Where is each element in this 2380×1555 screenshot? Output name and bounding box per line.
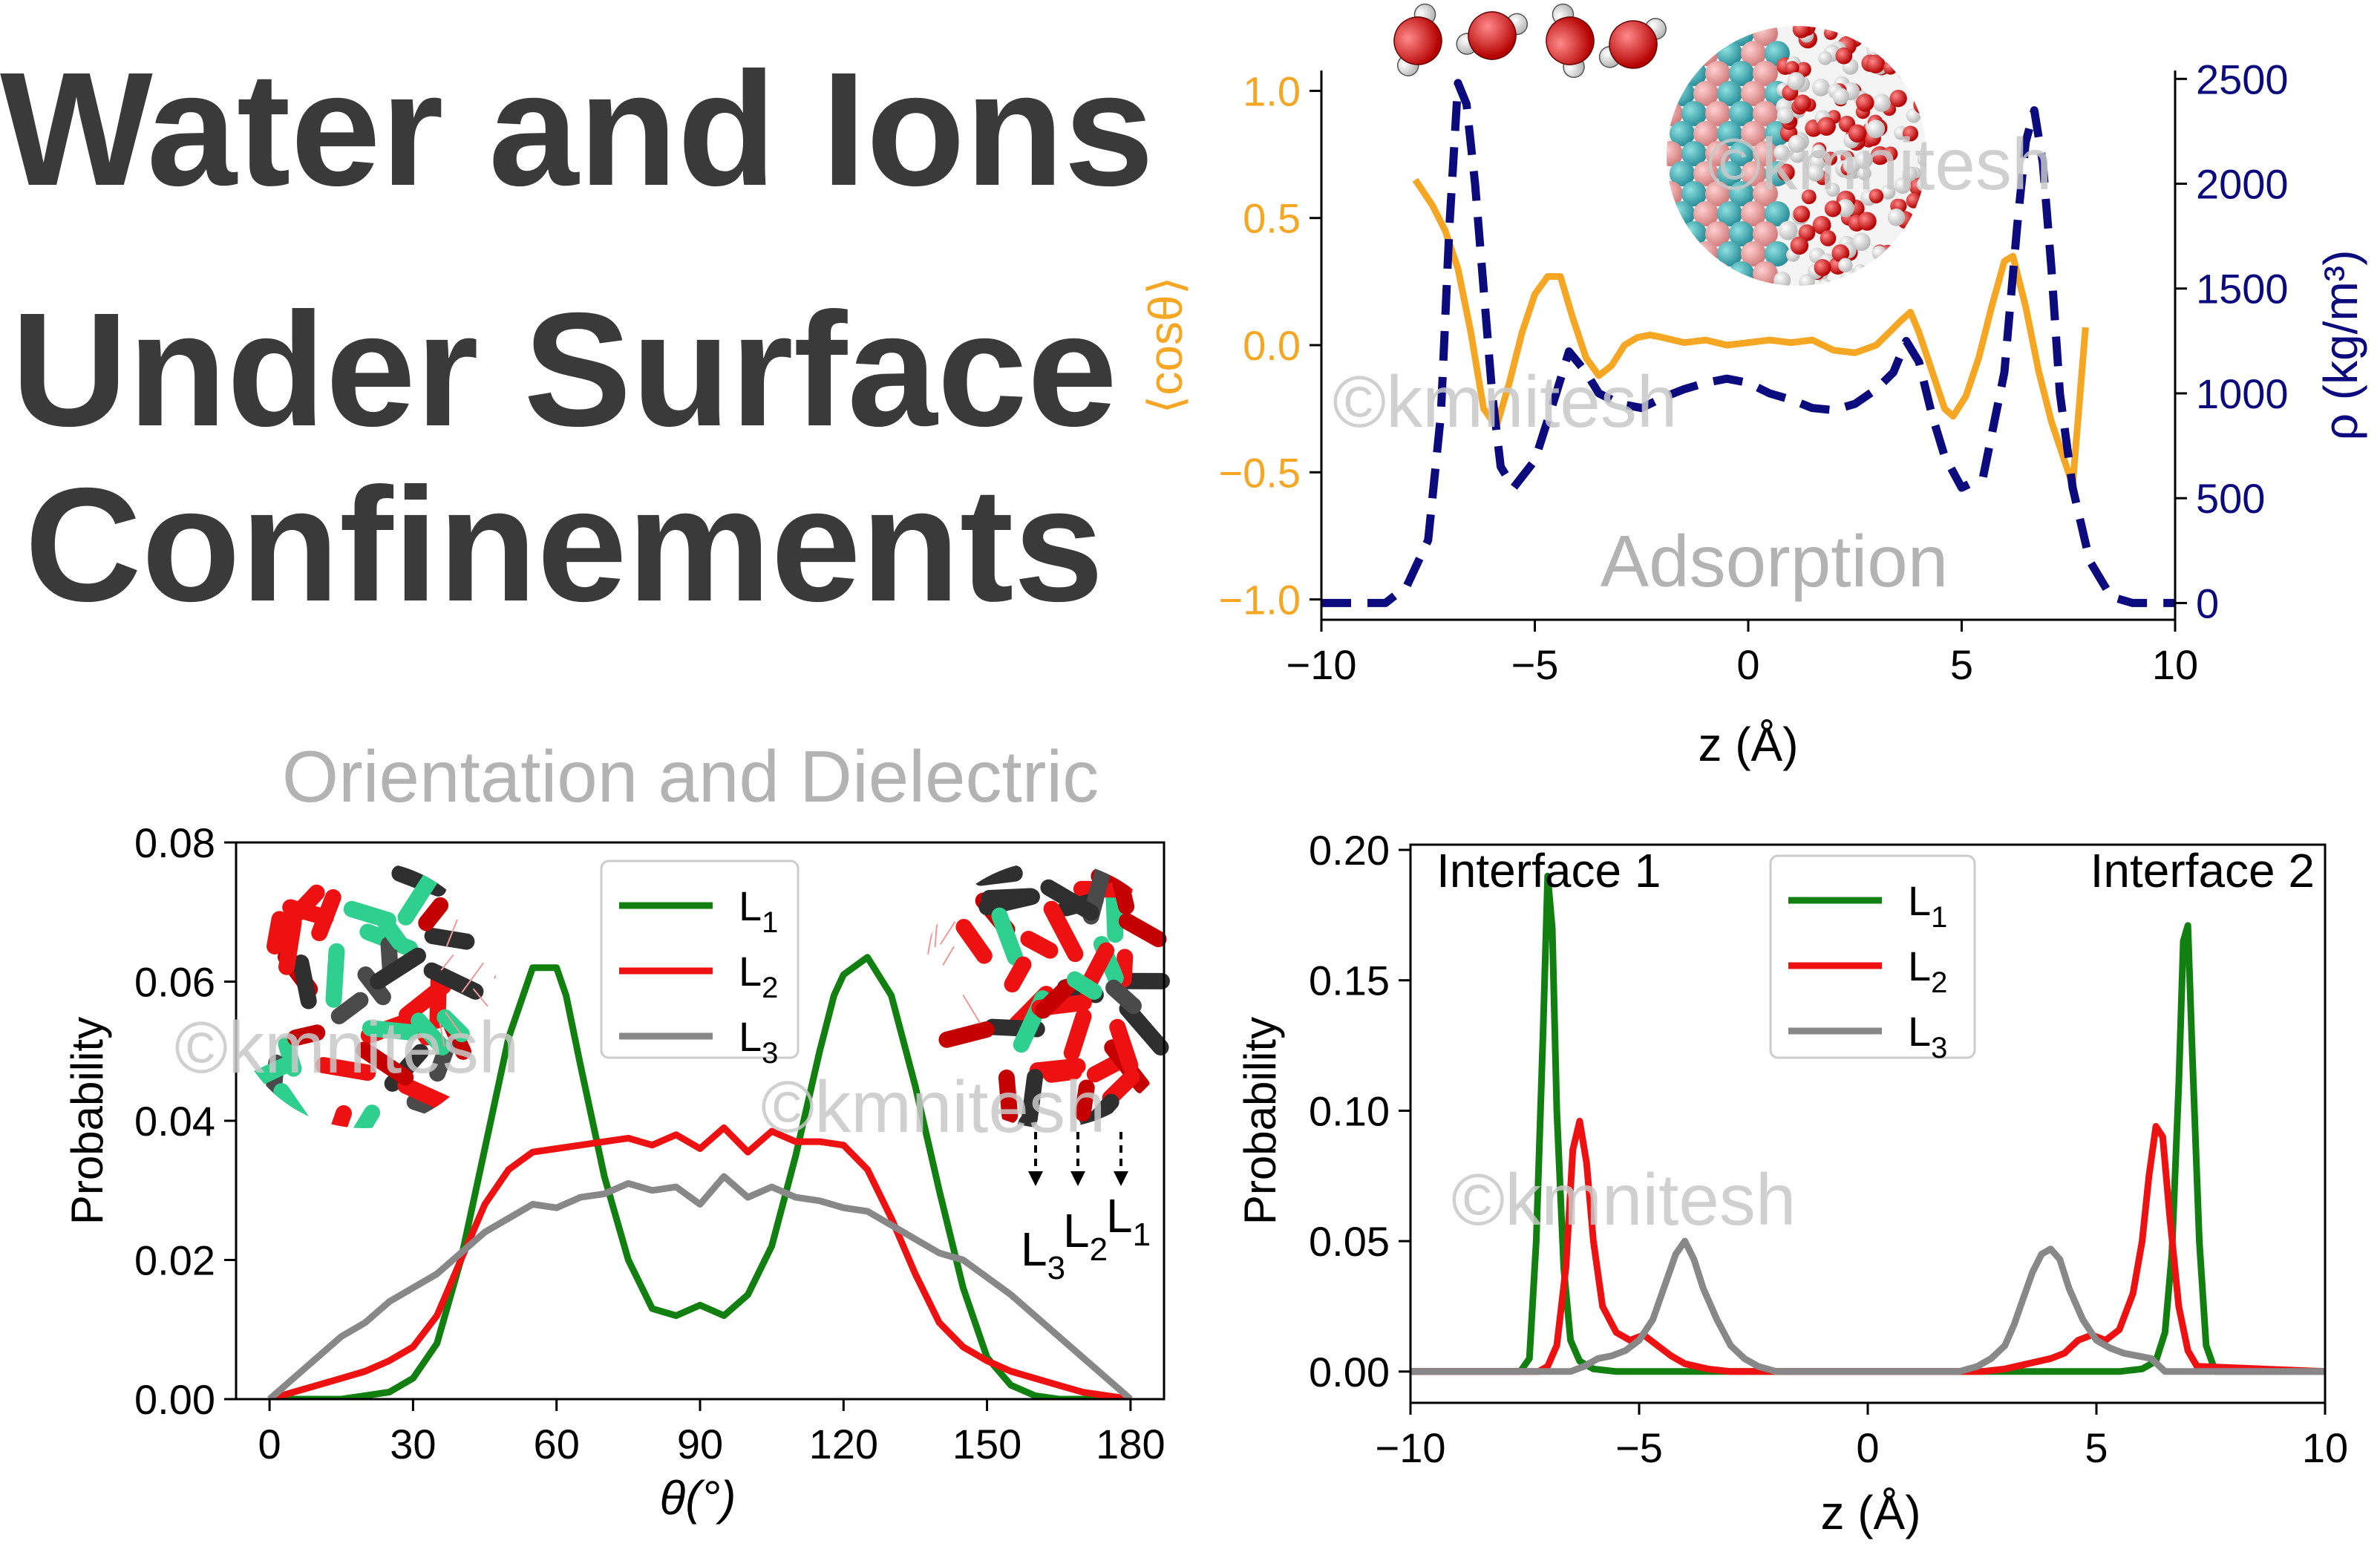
y-tick-label-right: 0 [2196, 580, 2219, 626]
x-tick-label: 120 [809, 1421, 878, 1467]
interface-2-label: Interface 2 [2090, 844, 2315, 897]
br-chart-xlabel: z (Å) [1820, 1486, 1920, 1539]
arrow-head-icon [1070, 1171, 1085, 1186]
x-tick-label: −5 [1511, 641, 1559, 688]
x-tick-label: 30 [390, 1421, 436, 1467]
y-tick-label: 0.05 [1309, 1218, 1390, 1265]
y-tick-label: 0.06 [134, 959, 215, 1006]
x-tick-label: 60 [534, 1421, 580, 1467]
water-molecule-icon [1598, 18, 1667, 69]
water-molecule-icon [1456, 11, 1529, 60]
y-tick-label: 0.00 [134, 1376, 215, 1423]
y-tick-label: 0.02 [134, 1237, 215, 1284]
y-tick-label: 0.10 [1309, 1087, 1390, 1134]
watermark: ©kmnitesh [1333, 361, 1677, 442]
x-tick-label: 0 [1856, 1424, 1879, 1471]
top-chart-ylabel-left: ⟨cosθ⟩ [1139, 276, 1192, 413]
series-line-cos-theta [1412, 177, 2089, 488]
interface-chart: −10 −5 0 5 10 0.00 0.05 0.10 0.15 0.20 Interface … [1235, 827, 2348, 1539]
bl-chart-ylabel: Probability [62, 1017, 112, 1225]
y-tick-label-right: 2000 [2196, 161, 2289, 208]
y-tick-label: 0.04 [134, 1098, 215, 1145]
y-tick-label: 0.08 [134, 819, 215, 866]
y-tick-label-right: 500 [2196, 475, 2265, 522]
y-tick-label-right: 2500 [2196, 56, 2289, 102]
layer-label: L3 [1021, 1222, 1065, 1286]
legend-box [600, 860, 800, 1059]
layer-molecules-left-image [236, 862, 497, 1128]
top-chart-ylabel-right: ρ (kg/m³) [2314, 250, 2367, 441]
series-line-density [1321, 79, 2175, 607]
layer-label: L2 [1063, 1204, 1108, 1268]
adsorption-annotation: Adsorption [1601, 520, 1949, 602]
x-tick-label: 5 [1950, 641, 1973, 688]
br-chart-ylabel: Probability [1235, 1017, 1285, 1225]
x-tick-label: −10 [1376, 1424, 1446, 1471]
top-chart-xlabel: z (Å) [1698, 718, 1798, 771]
series-line-l3 [1410, 1237, 2325, 1375]
watermark: ©kmnitesh [1707, 123, 2052, 205]
arrow-head-icon [1114, 1171, 1128, 1186]
x-tick-label: 90 [677, 1421, 723, 1467]
arrow-head-icon [1028, 1171, 1043, 1186]
series-line-l2 [268, 1124, 1131, 1399]
watermark: ©kmnitesh [761, 1066, 1105, 1148]
water-molecules-icon [1393, 3, 1667, 78]
x-tick-label: 180 [1096, 1421, 1165, 1467]
series-line-l1 [269, 954, 1131, 1399]
y-tick-label: 0.00 [1309, 1349, 1390, 1395]
y-tick-label-right: 1000 [2196, 370, 2289, 417]
y-tick-label-right: 1500 [2196, 266, 2289, 312]
title-line-2: Under Surface [10, 280, 1118, 460]
y-tick-label-left: 0.5 [1243, 195, 1301, 242]
x-tick-label: 10 [2152, 641, 2198, 688]
layer-molecules-right-image [917, 861, 1170, 1128]
series-line-l3 [267, 1173, 1133, 1399]
y-tick-label-left: 1.0 [1243, 68, 1301, 114]
water-molecule-icon [1393, 3, 1442, 76]
bl-chart-xlabel: θ(°) [660, 1471, 736, 1525]
watermark: ©kmnitesh [174, 1006, 519, 1088]
x-tick-label: 5 [2085, 1424, 2108, 1471]
x-tick-label: 10 [2302, 1424, 2348, 1471]
y-tick-label-left: 0.0 [1243, 322, 1301, 369]
orientation-chart: Orientation and Dielectric 0 30 60 90 120 150… [62, 736, 1166, 1525]
orientation-annotation: Orientation and Dielectric [282, 736, 1099, 817]
x-tick-label: 0 [1736, 641, 1759, 688]
y-tick-label: 0.15 [1309, 957, 1390, 1004]
watermark: ©kmnitesh [1451, 1159, 1796, 1240]
interface-1-label: Interface 1 [1436, 844, 1661, 897]
x-tick-label: −10 [1287, 641, 1357, 688]
x-tick-label: 150 [952, 1421, 1021, 1467]
x-tick-label: −5 [1615, 1424, 1663, 1471]
title-line-1: Water and Ions [0, 39, 1154, 220]
water-molecule-icon [1546, 3, 1595, 78]
y-tick-label-left: −0.5 [1218, 449, 1301, 496]
adsorption-chart: −10 −5 0 5 10 −1.0 −0.5 0.0 0.5 1.0 0 500 1000 1500 20… [1139, 56, 2367, 771]
legend-box [1769, 854, 1976, 1059]
y-tick-label-left: −1.0 [1218, 577, 1301, 623]
x-tick-label: 0 [258, 1421, 281, 1467]
title-line-3: Confinements [24, 455, 1104, 635]
layer-label: L1 [1106, 1189, 1151, 1253]
y-tick-label: 0.20 [1309, 827, 1390, 874]
